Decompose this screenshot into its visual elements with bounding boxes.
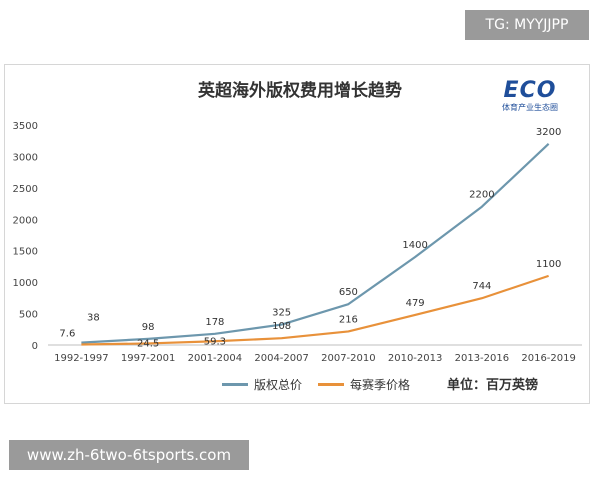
x-tick-label: 2010-2013 bbox=[388, 353, 443, 364]
x-tick-label: 2013-2016 bbox=[455, 353, 510, 364]
y-tick-label: 3000 bbox=[13, 152, 38, 163]
y-tick-label: 3500 bbox=[13, 121, 38, 132]
x-tick-label: 1997-2001 bbox=[121, 353, 176, 364]
y-tick-label: 2000 bbox=[13, 215, 38, 226]
y-tick-label: 1500 bbox=[13, 247, 38, 258]
legend-item-season: 每赛季价格 bbox=[318, 376, 410, 392]
chart-card bbox=[4, 64, 590, 404]
data-label: 744 bbox=[472, 281, 491, 292]
data-label: 479 bbox=[406, 298, 425, 309]
data-label: 3200 bbox=[536, 127, 561, 138]
data-label: 216 bbox=[339, 314, 358, 325]
legend-swatch-season bbox=[318, 382, 344, 386]
data-label: 650 bbox=[339, 287, 358, 298]
unit-note: 单位：百万英镑 bbox=[447, 378, 539, 393]
data-label: 24.5 bbox=[137, 338, 159, 349]
x-tick-label: 2001-2004 bbox=[188, 353, 243, 364]
x-tick-label: 2007-2010 bbox=[321, 353, 376, 364]
y-tick-label: 0 bbox=[32, 341, 38, 352]
y-tick-label: 1000 bbox=[13, 278, 38, 289]
data-label: 59.3 bbox=[204, 336, 226, 347]
data-label: 1100 bbox=[536, 259, 561, 270]
legend-label-total: 版权总价 bbox=[254, 377, 303, 392]
data-label: 7.6 bbox=[59, 329, 75, 340]
eco-logo-subtext: 体育产业生态圈 bbox=[502, 103, 558, 112]
data-label: 178 bbox=[205, 317, 224, 328]
x-tick-label: 1992-1997 bbox=[54, 353, 109, 364]
y-tick-label: 500 bbox=[19, 310, 38, 321]
legend-label-season: 每赛季价格 bbox=[350, 377, 411, 392]
data-label: 38 bbox=[87, 313, 100, 324]
chart-title: 英超海外版权费用增长趋势 bbox=[198, 81, 402, 101]
footer-watermark: www.zh-6two-6tsports.com bbox=[9, 440, 249, 470]
eco-logo: ECO 体育产业生态圈 bbox=[486, 78, 574, 112]
data-label: 98 bbox=[142, 322, 155, 333]
x-tick-label: 2016-2019 bbox=[521, 353, 576, 364]
legend-swatch-total bbox=[222, 382, 248, 386]
y-tick-label: 2500 bbox=[13, 184, 38, 195]
watermark-tag: TG: MYYJJPP bbox=[465, 10, 589, 40]
data-label: 325 bbox=[272, 308, 291, 319]
series-line-season bbox=[81, 274, 549, 346]
series-line-total bbox=[81, 143, 550, 344]
data-label: 1400 bbox=[402, 240, 427, 251]
data-label: 2200 bbox=[469, 190, 494, 201]
legend-item-total: 版权总价 bbox=[222, 376, 302, 392]
x-tick-label: 2004-2007 bbox=[254, 353, 309, 364]
data-label: 108 bbox=[272, 321, 291, 332]
eco-logo-text: ECO bbox=[503, 78, 557, 103]
